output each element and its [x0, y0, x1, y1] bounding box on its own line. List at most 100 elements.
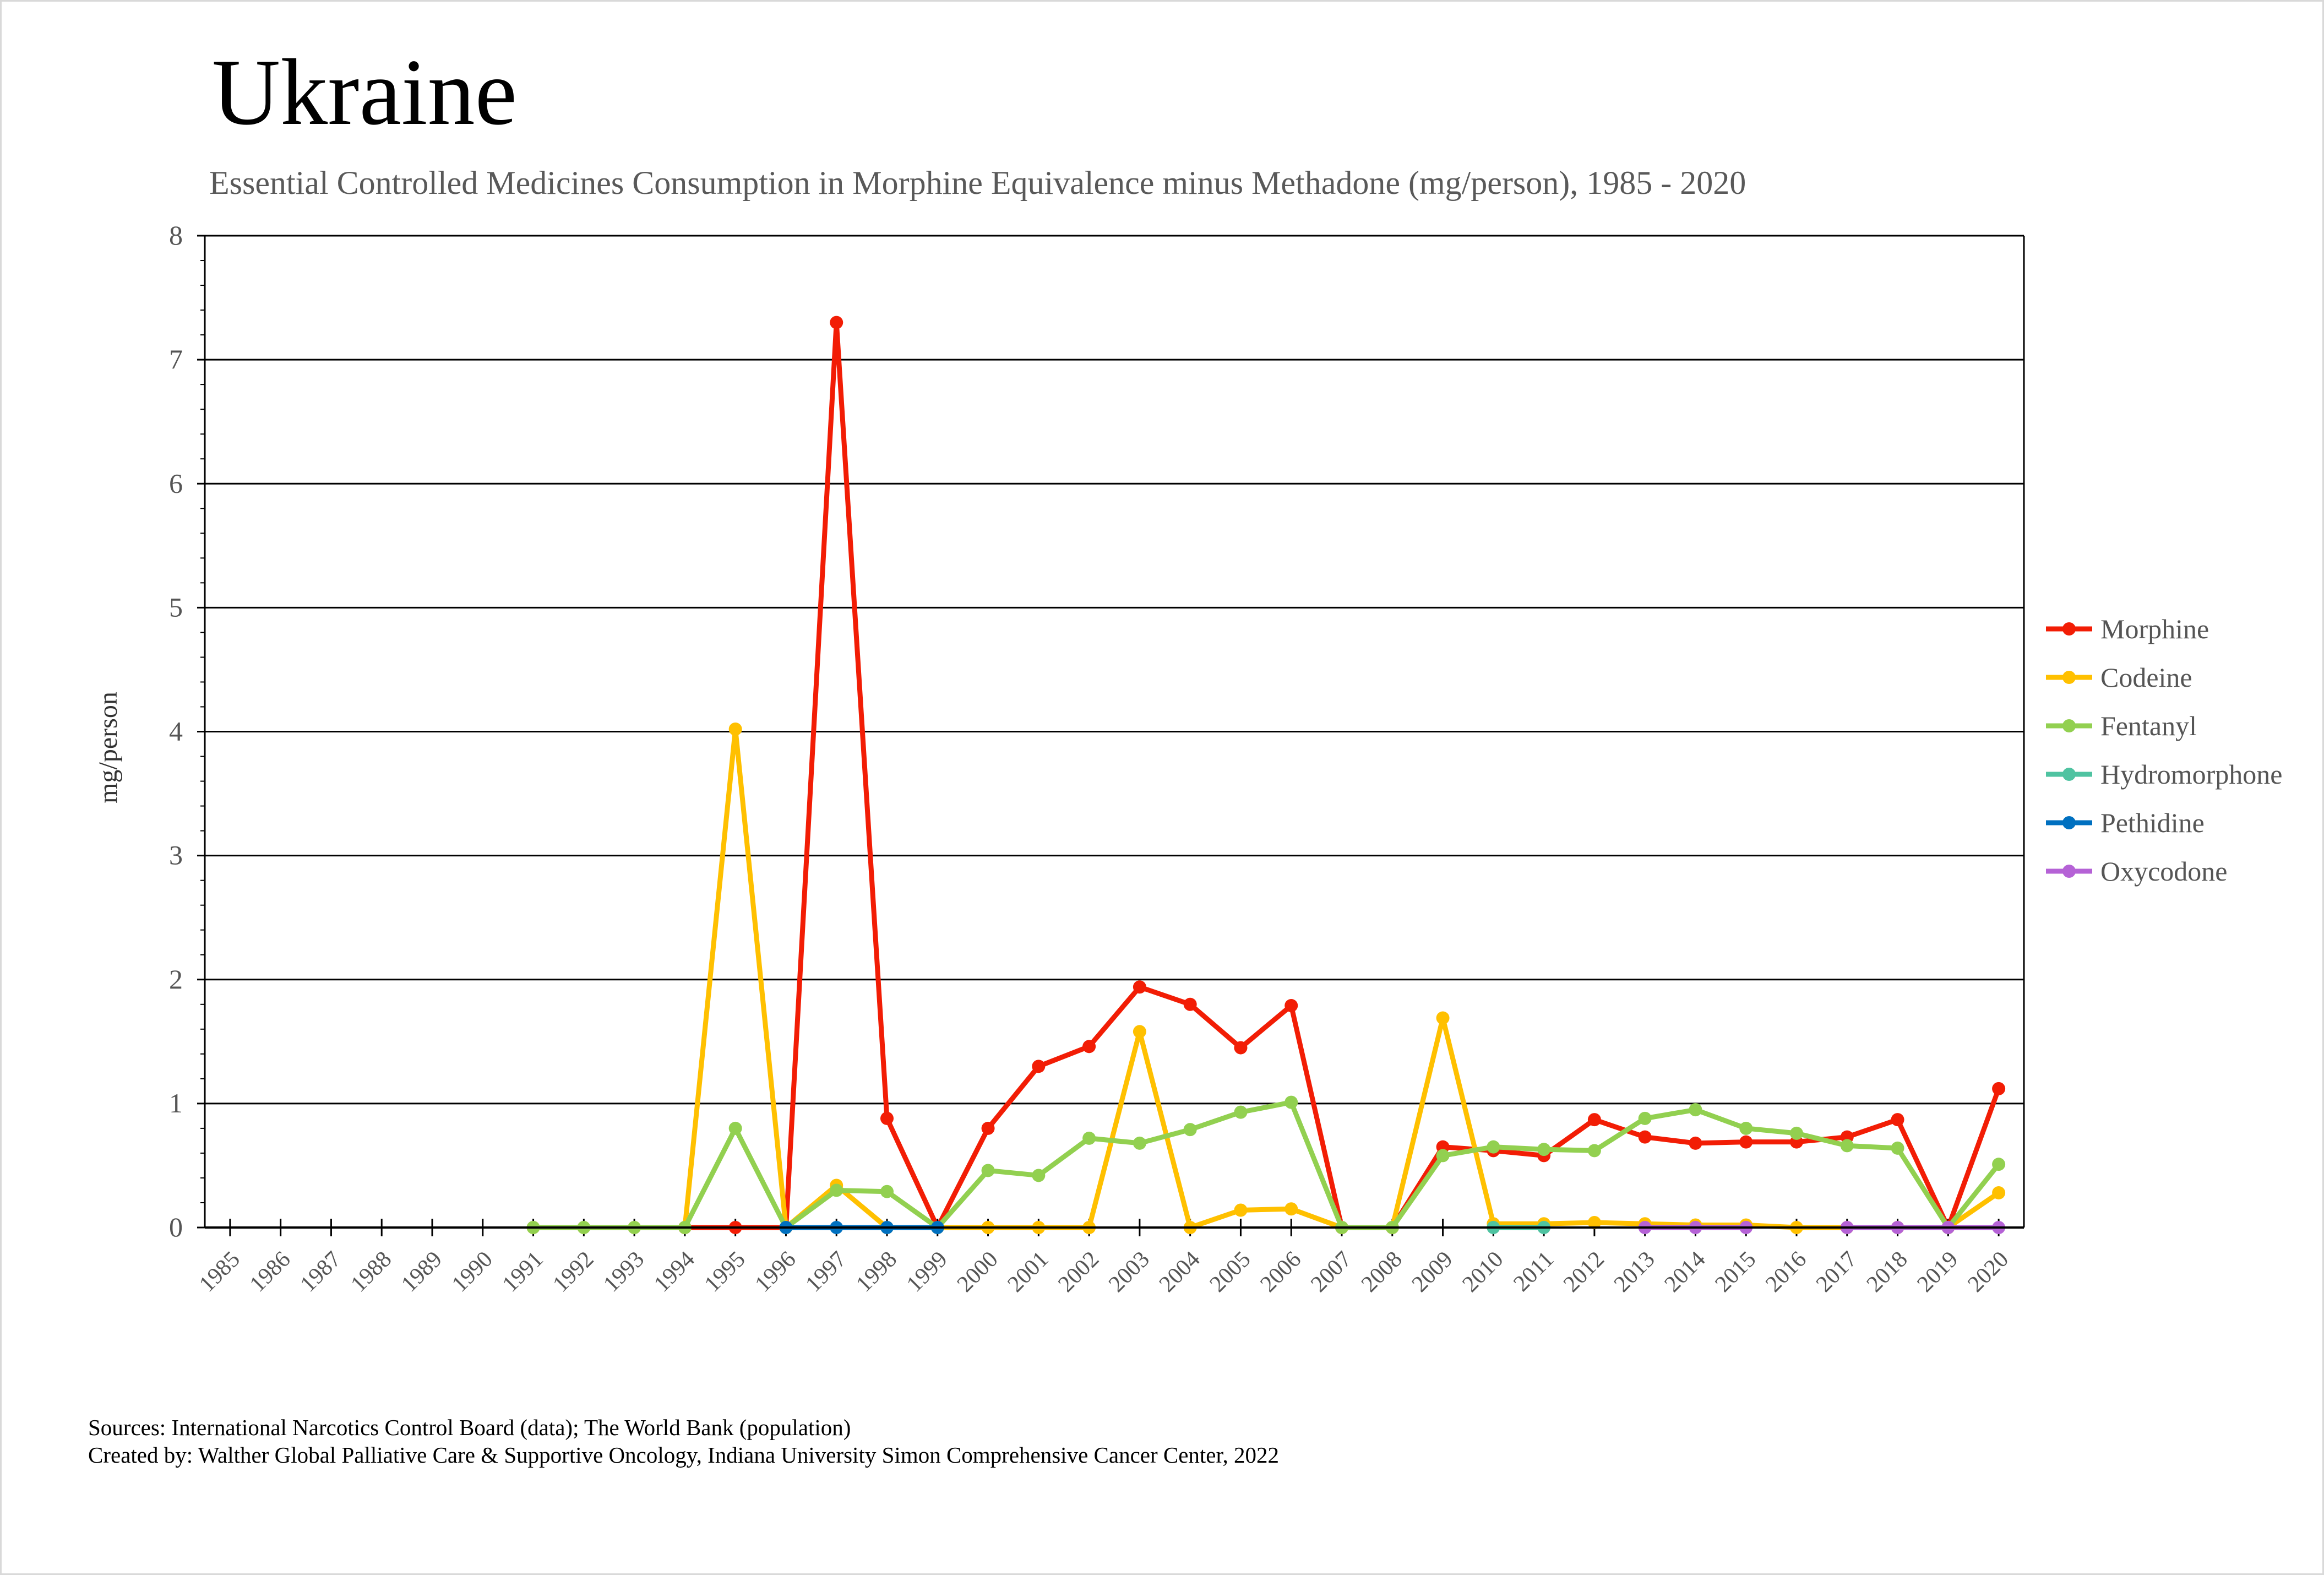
- codeine-point: [1285, 1202, 1298, 1216]
- morphine-point: [880, 1111, 894, 1125]
- x-tick-label: 1985: [194, 1247, 245, 1297]
- morphine-point: [1082, 1040, 1096, 1053]
- x-tick-label: 2014: [1660, 1247, 1711, 1297]
- x-tick-label: 2019: [1912, 1247, 1963, 1297]
- x-tick-label: 2008: [1357, 1247, 1407, 1297]
- fentanyl-point: [1739, 1121, 1753, 1135]
- y-tick-label: 4: [169, 716, 183, 747]
- legend-pethidine-label: Pethidine: [2100, 807, 2205, 838]
- x-tick-label: 2020: [1963, 1247, 2013, 1297]
- legend-codeine-label: Codeine: [2100, 662, 2192, 693]
- fentanyl-point: [880, 1185, 894, 1198]
- fentanyl-point: [1891, 1141, 1904, 1155]
- x-tick-label: 2013: [1609, 1247, 1660, 1297]
- legend-morphine-label: Morphine: [2100, 613, 2209, 644]
- legend-codeine-marker: [2062, 671, 2076, 684]
- x-tick-label: 2001: [1003, 1247, 1053, 1297]
- fentanyl-point: [1587, 1144, 1601, 1158]
- y-tick-label: 0: [169, 1212, 183, 1242]
- fentanyl-point: [981, 1164, 995, 1177]
- x-tick-label: 2002: [1053, 1247, 1104, 1297]
- x-tick-label: 1987: [296, 1247, 346, 1297]
- fentanyl-point: [1082, 1131, 1096, 1145]
- fentanyl-point: [1032, 1169, 1046, 1182]
- y-tick-label: 3: [169, 840, 183, 871]
- x-tick-label: 2003: [1104, 1247, 1155, 1297]
- x-tick-label: 1994: [649, 1247, 700, 1297]
- fentanyl-line: [533, 1100, 2001, 1230]
- morphine-point: [1638, 1130, 1652, 1144]
- x-tick-label: 1997: [801, 1247, 851, 1297]
- legend-fentanyl-label: Fentanyl: [2100, 710, 2197, 741]
- morphine-point: [830, 316, 843, 329]
- fentanyl-point: [1183, 1123, 1197, 1137]
- codeine-point: [1133, 1025, 1146, 1039]
- x-tick-label: 2018: [1862, 1247, 1913, 1297]
- morphine-point: [1285, 999, 1298, 1013]
- fentanyl-point: [728, 1121, 742, 1135]
- y-tick-label: 7: [169, 344, 183, 374]
- morphine-point: [1234, 1041, 1248, 1055]
- chart-title: Ukraine: [212, 40, 517, 145]
- y-tick-label: 6: [169, 468, 183, 498]
- fentanyl-point: [1133, 1136, 1146, 1150]
- morphine-line: [684, 320, 2001, 1230]
- x-tick-label: 2016: [1761, 1247, 1811, 1297]
- fentanyl-point: [1436, 1149, 1450, 1163]
- fentanyl-point: [1537, 1143, 1551, 1156]
- legend-fentanyl-marker: [2062, 719, 2076, 732]
- codeine-point: [1234, 1203, 1248, 1217]
- morphine-point: [1587, 1113, 1601, 1127]
- chart-subtitle: Essential Controlled Medicines Consumpti…: [209, 165, 1746, 201]
- morphine-point: [1992, 1082, 2006, 1095]
- codeine-point: [1992, 1186, 2006, 1199]
- x-tick-label: 2000: [953, 1247, 1003, 1297]
- fentanyl-point: [1638, 1111, 1652, 1125]
- morphine-point: [1891, 1113, 1904, 1127]
- codeine-line: [533, 726, 2000, 1230]
- morphine-point: [1739, 1135, 1753, 1149]
- x-tick-label: 1993: [598, 1247, 649, 1297]
- legend-hydromorphone-label: Hydromorphone: [2100, 759, 2283, 790]
- morphine-point: [1689, 1136, 1702, 1150]
- y-tick-label: 5: [169, 591, 183, 622]
- legend-pethidine-marker: [2062, 816, 2076, 829]
- fentanyl-point: [1285, 1095, 1298, 1109]
- y-tick-label: 8: [169, 220, 183, 251]
- legend-morphine-marker: [2062, 622, 2076, 636]
- x-tick-label: 1991: [498, 1247, 548, 1297]
- x-tick-label: 1992: [548, 1247, 598, 1297]
- fentanyl-point: [1790, 1126, 1803, 1140]
- y-tick-label: 2: [169, 964, 183, 995]
- footer-sources: Sources: International Narcotics Control…: [88, 1415, 851, 1440]
- morphine-point: [1032, 1060, 1046, 1073]
- x-tick-label: 2010: [1457, 1247, 1508, 1297]
- fentanyl-point: [1689, 1103, 1702, 1117]
- legend-oxycodone-label: Oxycodone: [2100, 856, 2228, 887]
- x-tick-label: 1996: [750, 1247, 801, 1297]
- x-tick-label: 2004: [1155, 1247, 1205, 1297]
- x-tick-label: 1998: [851, 1247, 902, 1297]
- x-tick-label: 2005: [1205, 1247, 1256, 1297]
- fentanyl-point: [1487, 1140, 1500, 1154]
- x-tick-label: 1988: [346, 1247, 396, 1297]
- x-tick-label: 2017: [1811, 1247, 1862, 1297]
- x-tick-label: 1999: [902, 1247, 953, 1297]
- legend-hydromorphone-marker: [2062, 768, 2076, 781]
- fentanyl-point: [1840, 1139, 1854, 1153]
- x-tick-label: 2009: [1407, 1247, 1458, 1297]
- x-tick-label: 2006: [1255, 1247, 1306, 1297]
- x-tick-label: 2015: [1710, 1247, 1761, 1297]
- codeine-point: [1436, 1011, 1450, 1025]
- codeine-point: [1587, 1215, 1601, 1229]
- x-tick-label: 2012: [1559, 1247, 1609, 1297]
- morphine-point: [1133, 980, 1146, 994]
- footer-created-by: Created by: Walther Global Palliative Ca…: [88, 1442, 1280, 1468]
- x-tick-label: 1989: [396, 1247, 447, 1297]
- fentanyl-point: [830, 1183, 843, 1197]
- x-tick-label: 1995: [700, 1247, 750, 1297]
- fentanyl-point: [1992, 1158, 2006, 1171]
- x-tick-label: 1990: [447, 1247, 498, 1297]
